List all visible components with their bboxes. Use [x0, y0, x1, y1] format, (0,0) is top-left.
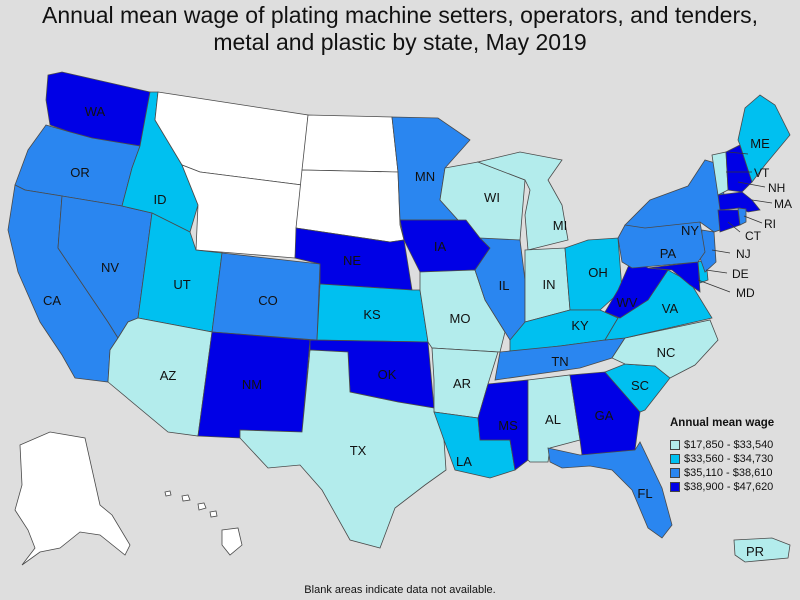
legend-item: $17,850 - $33,540 [670, 438, 798, 452]
legend-label: $35,110 - $38,610 [684, 467, 773, 479]
svg-text:LA: LA [456, 454, 472, 469]
svg-text:NM: NM [242, 377, 262, 392]
svg-text:UT: UT [173, 277, 190, 292]
svg-text:NH: NH [768, 181, 785, 195]
svg-text:VT: VT [754, 166, 770, 180]
svg-text:DE: DE [732, 267, 749, 281]
svg-text:OR: OR [70, 165, 90, 180]
map-legend: Annual mean wage $17,850 - $33,540 $33,5… [670, 417, 798, 494]
map-title: Annual mean wage of plating machine sett… [0, 2, 800, 56]
svg-text:KS: KS [363, 307, 381, 322]
svg-text:PR: PR [746, 544, 764, 559]
legend-item: $35,110 - $38,610 [670, 466, 798, 480]
svg-text:FL: FL [637, 486, 652, 501]
svg-text:WI: WI [484, 190, 500, 205]
state-IL[interactable] [474, 237, 526, 341]
state-labels: WA OR ID CA NV UT AZ CO NM NE KS OK TX M… [43, 104, 770, 559]
svg-text:TN: TN [551, 354, 568, 369]
svg-text:OH: OH [588, 265, 608, 280]
legend-item: $33,560 - $34,730 [670, 452, 798, 466]
svg-text:MO: MO [450, 311, 471, 326]
legend-item: $38,900 - $47,620 [670, 480, 798, 494]
legend-swatch [670, 482, 680, 492]
svg-text:GA: GA [595, 408, 614, 423]
state-TX[interactable] [239, 349, 447, 549]
legend-label: $17,850 - $33,540 [684, 439, 774, 451]
svg-text:RI: RI [764, 217, 776, 231]
legend-title: Annual mean wage [670, 417, 775, 429]
svg-text:NC: NC [657, 345, 676, 360]
svg-text:MS: MS [498, 418, 518, 433]
svg-text:IN: IN [543, 277, 556, 292]
legend-swatch [670, 440, 680, 450]
svg-text:KY: KY [571, 318, 589, 333]
svg-text:ME: ME [750, 136, 770, 151]
state-FL[interactable] [547, 441, 673, 539]
state-CT[interactable] [717, 209, 741, 233]
svg-text:MD: MD [736, 286, 755, 300]
footnote: Blank areas indicate data not available. [304, 584, 496, 596]
state-RI[interactable] [737, 207, 747, 226]
svg-text:SC: SC [631, 378, 649, 393]
svg-text:NJ: NJ [736, 247, 751, 261]
svg-text:IA: IA [434, 239, 447, 254]
legend-swatch [670, 468, 680, 478]
svg-text:NV: NV [101, 260, 119, 275]
svg-text:ID: ID [154, 192, 167, 207]
svg-text:NY: NY [681, 223, 699, 238]
legend-swatch [670, 454, 680, 464]
svg-text:AL: AL [545, 412, 561, 427]
svg-text:MN: MN [415, 169, 435, 184]
map-title-line1: Annual mean wage of plating machine sett… [42, 2, 758, 28]
svg-text:CA: CA [43, 293, 61, 308]
svg-text:OK: OK [378, 367, 397, 382]
state-ND[interactable] [301, 114, 399, 173]
state-NC[interactable] [611, 319, 719, 379]
svg-text:IL: IL [499, 278, 510, 293]
svg-text:MI: MI [553, 218, 567, 233]
svg-text:NE: NE [343, 253, 361, 268]
svg-text:CT: CT [745, 229, 762, 243]
state-PR[interactable] [733, 537, 791, 563]
legend-label: $38,900 - $47,620 [684, 481, 774, 493]
svg-text:WV: WV [617, 295, 638, 310]
small-state-labels: NH MA RI CT NJ DE MD [732, 181, 792, 300]
svg-text:WA: WA [85, 104, 106, 119]
state-AK[interactable] [14, 431, 131, 566]
svg-text:TX: TX [350, 443, 367, 458]
state-NH[interactable] [725, 144, 753, 193]
map-title-line2: metal and plastic by state, May 2019 [213, 29, 587, 55]
state-MI[interactable] [476, 151, 569, 251]
svg-text:PA: PA [660, 246, 677, 261]
callout-lines [697, 151, 773, 293]
svg-text:AR: AR [453, 376, 471, 391]
svg-text:VA: VA [662, 301, 679, 316]
state-NY[interactable] [624, 159, 727, 233]
svg-text:CO: CO [258, 293, 278, 308]
state-ME[interactable] [737, 94, 791, 183]
svg-text:AZ: AZ [160, 368, 177, 383]
svg-text:MA: MA [774, 197, 792, 211]
legend-label: $33,560 - $34,730 [684, 453, 774, 465]
state-HI[interactable] [164, 490, 243, 556]
